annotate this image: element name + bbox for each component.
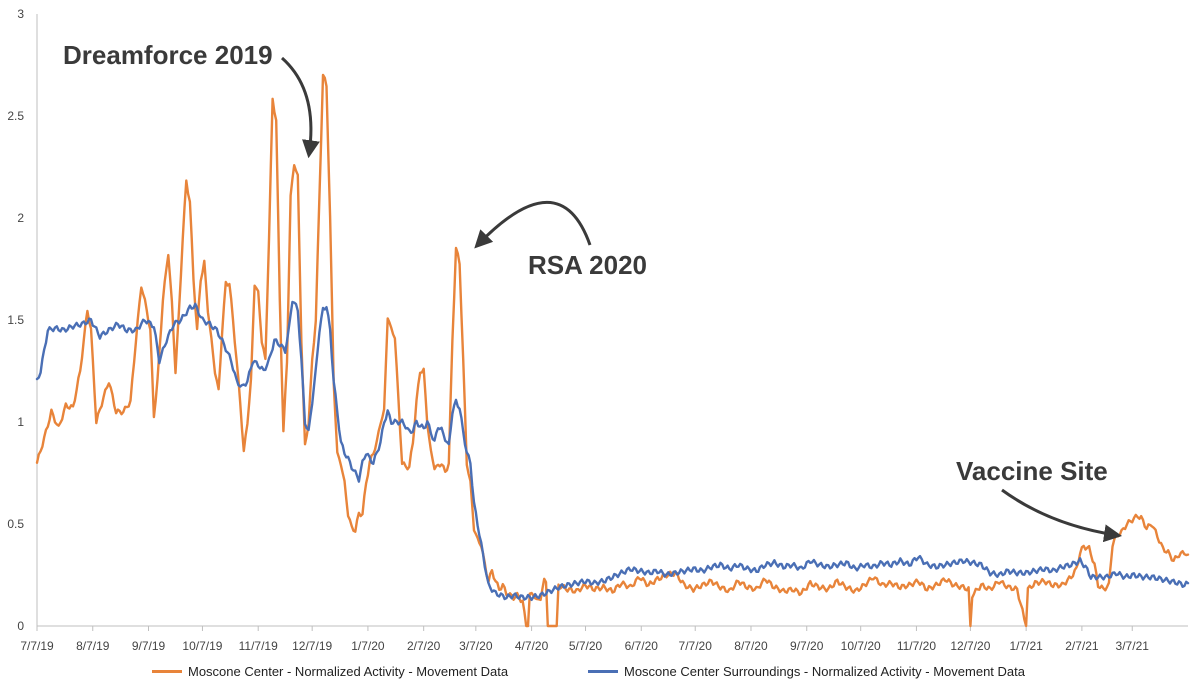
y-tick-label: 0.5 (7, 517, 24, 531)
annotations: Dreamforce 2019 RSA 2020 Vaccine Site (63, 40, 1123, 543)
x-tick-label: 5/7/20 (569, 639, 603, 653)
legend-label-moscone: Moscone Center - Normalized Activity - M… (188, 664, 509, 679)
legend-swatch-surroundings (588, 670, 618, 673)
x-tick-label: 9/7/20 (790, 639, 824, 653)
legend-swatch-moscone (152, 670, 182, 673)
x-tick-label: 2/7/20 (407, 639, 441, 653)
x-tick-label: 12/7/20 (950, 639, 990, 653)
x-tick-label: 3/7/21 (1116, 639, 1150, 653)
legend: Moscone Center - Normalized Activity - M… (0, 664, 1200, 688)
x-tick-label: 2/7/21 (1065, 639, 1099, 653)
x-tick-label: 8/7/19 (76, 639, 110, 653)
series-group (35, 73, 1190, 628)
x-tick-label: 1/7/20 (351, 639, 385, 653)
annotation-label-rsa: RSA 2020 (528, 250, 647, 280)
y-tick-label: 2 (17, 211, 24, 225)
x-tick-label: 1/7/21 (1009, 639, 1043, 653)
y-tick-label: 1 (17, 415, 24, 429)
x-tick-label: 8/7/20 (734, 639, 768, 653)
y-tick-label: 1.5 (7, 313, 24, 327)
legend-item-moscone: Moscone Center - Normalized Activity - M… (152, 664, 508, 679)
legend-item-surroundings: Moscone Center Surroundings - Normalized… (588, 664, 1025, 679)
annotation-arrow-rsa (474, 200, 592, 249)
x-tick-label: 10/7/20 (841, 639, 881, 653)
x-tick-label: 11/7/19 (239, 639, 278, 653)
y-tick-label: 0 (17, 619, 24, 633)
y-tick-label: 3 (17, 7, 24, 21)
series-line-surroundings (35, 300, 1190, 602)
series-line-moscone (35, 73, 1190, 628)
legend-label-surroundings: Moscone Center Surroundings - Normalized… (624, 664, 1025, 679)
x-tick-label: 12/7/19 (292, 639, 332, 653)
annotation-label-vaccine: Vaccine Site (956, 456, 1108, 486)
x-tick-label: 6/7/20 (625, 639, 659, 653)
axes: 0 0.5 1 1.5 2 2.5 3 7/7/19 8/7/19 9/7/19 10/7/19 11… (7, 7, 1188, 653)
annotation-arrow-vaccine (1001, 488, 1123, 543)
x-tick-label: 9/7/19 (132, 639, 166, 653)
x-tick-label: 7/7/20 (679, 639, 713, 653)
x-tick-label: 3/7/20 (459, 639, 493, 653)
x-tick-label: 10/7/19 (182, 639, 222, 653)
x-tick-label: 4/7/20 (515, 639, 549, 653)
y-tick-label: 2.5 (7, 109, 24, 123)
x-tick-label: 11/7/20 (897, 639, 936, 653)
annotation-arrow-dreamforce (281, 56, 320, 159)
x-tick-label: 7/7/19 (20, 639, 54, 653)
annotation-label-dreamforce: Dreamforce 2019 (63, 40, 273, 70)
